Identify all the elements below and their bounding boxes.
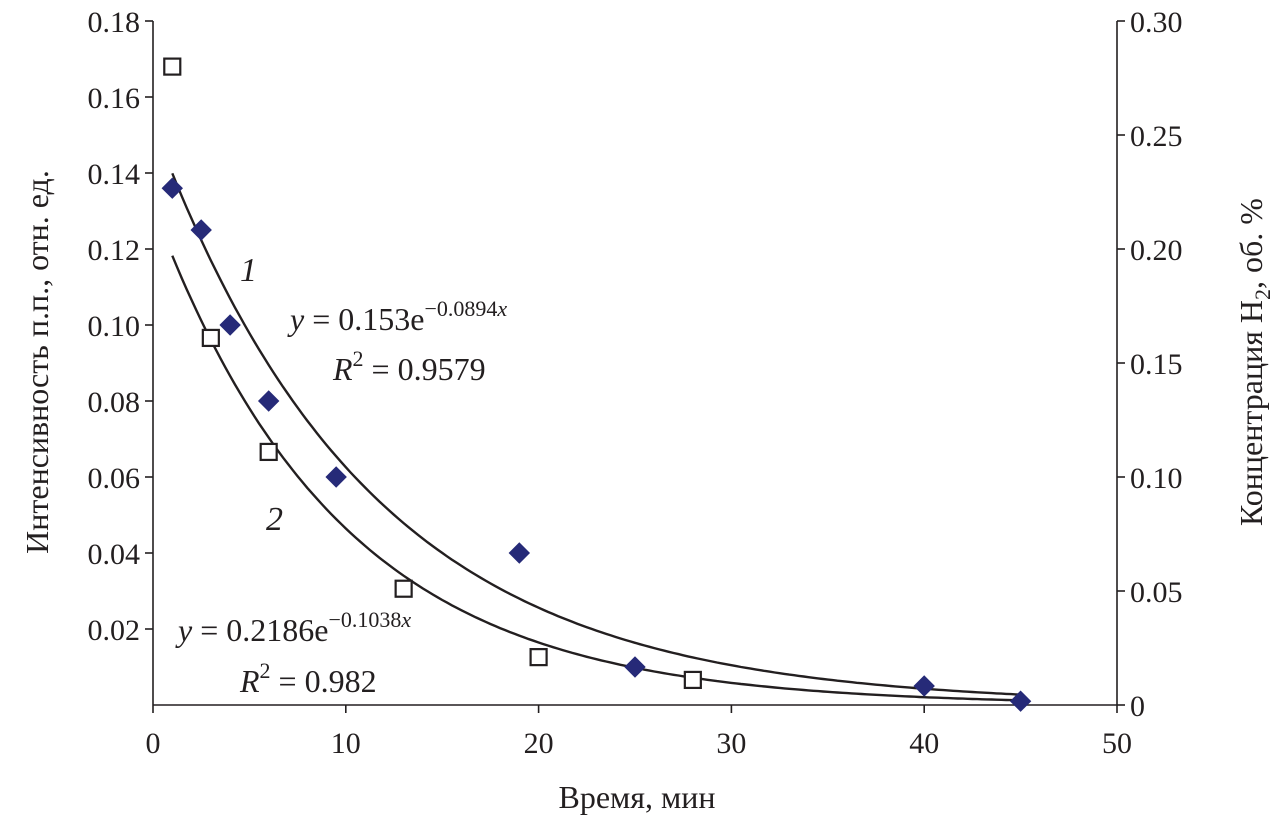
point-series-1	[161, 177, 183, 199]
point-series-1	[219, 314, 241, 336]
y-left-tick-label: 0.04	[88, 538, 141, 571]
ticks: 0 10 20 30 40 500.180.160.140.120.100.080.060…	[88, 6, 1183, 760]
y-left-tick-label: 0.16	[88, 82, 141, 115]
y-left-axis-title: Интенсивность п.п., отн. ед.	[19, 170, 55, 554]
x-tick-label: 10	[331, 727, 361, 760]
y-left-tick-label: 0.08	[88, 386, 141, 419]
y-right-tick-label: 0.20	[1130, 234, 1183, 267]
y-left-tick-label: 0.12	[88, 234, 141, 267]
x-tick-label: 40	[909, 727, 939, 760]
y-right-tick-label: 0	[1130, 690, 1145, 723]
point-series-1	[190, 219, 212, 241]
x-tick-label: 30	[716, 727, 746, 760]
point-series-2	[259, 442, 278, 462]
point-series-1	[624, 656, 646, 678]
point-series-2	[163, 57, 182, 76]
point-series-1	[913, 675, 935, 697]
point-series-1	[257, 390, 280, 412]
point-series-1	[508, 542, 531, 564]
y-left-tick-label: 0.10	[88, 310, 141, 343]
y-right-tick-label: 0.05	[1130, 576, 1183, 609]
point-series-2	[394, 579, 413, 598]
y-right-tick-label: 0.30	[1130, 6, 1183, 39]
fit-equation-2: y = 0.2186e−0.1038x	[175, 607, 411, 648]
x-tick-label: 0	[146, 727, 161, 760]
y-left-tick-label: 0.18	[88, 6, 141, 39]
point-series-1	[1009, 690, 1032, 712]
x-tick-label: 20	[524, 727, 554, 760]
y-left-tick-label: 0.06	[88, 462, 141, 495]
fit-curves	[171, 172, 1021, 702]
point-series-1	[325, 466, 347, 488]
y-left-tick-label: 0.14	[88, 158, 141, 191]
x-tick-label: 50	[1102, 727, 1132, 760]
fit-curve-1	[171, 172, 1021, 696]
y-right-tick-label: 0.15	[1130, 348, 1183, 381]
point-series-2	[683, 670, 702, 690]
x-axis-title: Время, мин	[558, 779, 715, 815]
fit-r2-2: R2 = 0.982	[239, 658, 377, 699]
y-right-tick-label: 0.10	[1130, 462, 1183, 495]
point-series-2	[529, 648, 548, 667]
fit-equation-1: y = 0.153e−0.0894x	[287, 296, 507, 337]
point-series-2	[201, 328, 220, 348]
y-right-tick-label: 0.25	[1130, 120, 1183, 153]
curve-label-2: 2	[266, 501, 283, 538]
data-points	[161, 57, 1032, 712]
y-left-tick-label: 0.02	[88, 614, 141, 647]
y-right-axis-title: Концентрация H2, об. %	[1233, 198, 1275, 526]
fit-r2-1: R2 = 0.9579	[332, 346, 486, 387]
axes	[152, 21, 1118, 706]
curve-label-1: 1	[240, 252, 257, 289]
fit-curve-2	[171, 255, 1021, 702]
